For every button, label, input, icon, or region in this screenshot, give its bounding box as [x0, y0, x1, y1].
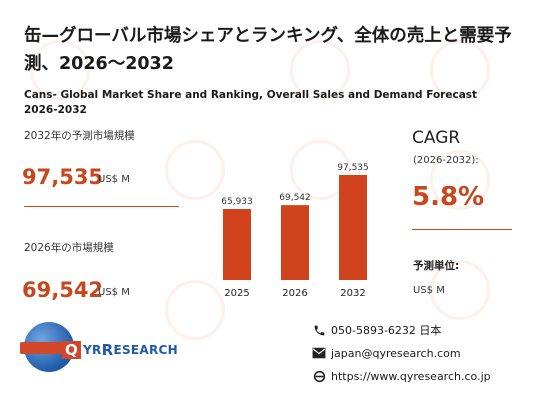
qyresearch-logo: Q YR R ESEARCH	[20, 322, 184, 376]
forecast-value: 97,535	[22, 165, 104, 189]
bar-2025	[223, 209, 251, 280]
page-title: 缶—グローバル市場シェアとランキング、全体の売上と需要予測、2026〜2032	[24, 26, 512, 74]
watermark	[430, 150, 490, 210]
x-tick-label: 2032	[340, 288, 365, 299]
watermark	[290, 140, 350, 200]
phone-icon	[312, 323, 326, 337]
forecast-unit-value: US$ M	[413, 285, 445, 296]
cagr-range: (2026-2032):	[413, 155, 479, 166]
page-subtitle: Cans- Global Market Share and Ranking, O…	[24, 89, 478, 116]
watermark	[430, 40, 490, 100]
contact-email[interactable]: japan@qyresearch.com	[312, 346, 461, 360]
browser-icon	[312, 369, 326, 383]
x-tick-label: 2026	[282, 288, 307, 299]
mail-icon	[312, 346, 326, 360]
cagr-value: 5.8%	[412, 182, 485, 212]
watermark	[290, 40, 350, 100]
bar-2026	[281, 205, 309, 280]
contact-website[interactable]: https://www.qyresearch.co.jp	[312, 369, 491, 383]
divider	[412, 229, 512, 230]
watermark	[165, 140, 225, 200]
forecast-unit: US$ M	[98, 174, 130, 185]
current-unit: US$ M	[98, 287, 130, 298]
contact-phone: 050-5893-6232 日本	[312, 322, 441, 338]
market-size-bar-chart: 65,933 2025 69,542 2026 97,535 2032	[221, 163, 369, 299]
x-tick-label: 2025	[224, 288, 249, 299]
divider	[24, 206, 179, 207]
forecast-unit-label: 予測単位:	[413, 260, 460, 272]
bar-2032	[339, 175, 367, 280]
watermark	[30, 40, 90, 100]
watermark	[430, 260, 490, 320]
current-value: 69,542	[22, 278, 104, 302]
current-label: 2026年の市場規模	[24, 242, 114, 254]
bar-value-label: 69,542	[279, 193, 311, 203]
logo-wordmark: Q YR R ESEARCH	[62, 339, 178, 361]
bar-value-label: 97,535	[337, 163, 369, 173]
bar-value-label: 65,933	[221, 197, 253, 207]
cagr-title: CAGR	[412, 128, 461, 148]
watermark	[165, 280, 225, 340]
forecast-label: 2032年の予測市場規模	[24, 130, 135, 142]
